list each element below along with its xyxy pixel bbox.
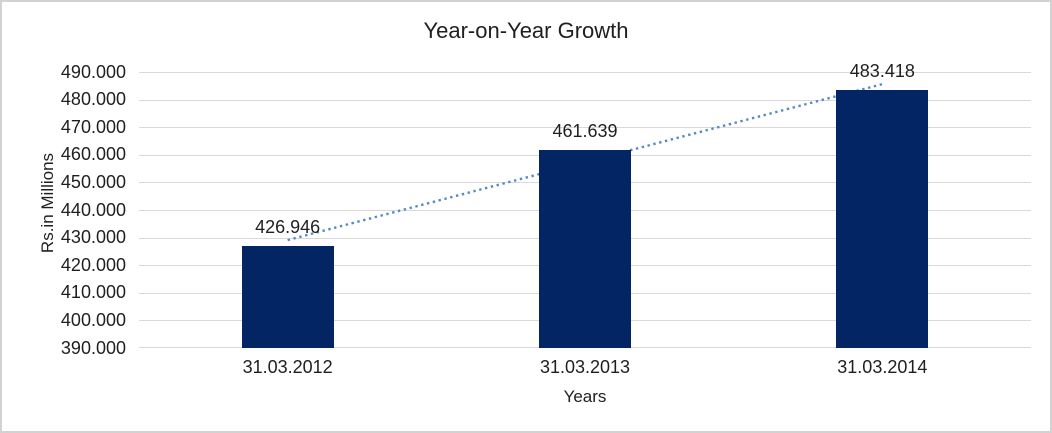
y-axis-tick-labels: 490.000 480.000 470.000 460.000 450.000 440.0… xyxy=(2,62,126,358)
x-axis-title: Years xyxy=(563,387,607,406)
bar-31.03.2014 xyxy=(836,90,929,348)
y-tick-label: 480.000 xyxy=(60,89,126,110)
chart-title: Year-on-Year Growth xyxy=(423,18,629,43)
x-tick-label: 31.03.2012 xyxy=(242,357,333,377)
y-tick-label: 400.000 xyxy=(60,309,126,330)
y-tick-label: 450.000 xyxy=(60,171,126,192)
bar-31.03.2013 xyxy=(539,150,631,348)
y-tick-label: 440.000 xyxy=(60,199,126,220)
gridline xyxy=(139,72,1031,73)
x-tick-label: 31.03.2013 xyxy=(539,357,631,377)
y-tick-label: 460.000 xyxy=(60,144,126,165)
y-tick-label: 490.000 xyxy=(60,61,126,82)
gridline xyxy=(139,99,1031,101)
x-tick-label: 31.03.2014 xyxy=(837,357,928,377)
y-tick-label: 410.000 xyxy=(60,282,126,303)
gridline xyxy=(139,127,1031,129)
y-tick-label: 390.000 xyxy=(60,337,126,358)
bar-31.03.2012 xyxy=(241,246,334,348)
bar-value-label: 426.946 xyxy=(255,217,321,238)
bar-value-label: 461.639 xyxy=(552,121,618,142)
y-tick-label: 470.000 xyxy=(60,116,126,137)
x-axis-tick-labels: 31.03.2012 31.03.2013 31.03.2014 xyxy=(139,357,1031,379)
y-tick-label: 430.000 xyxy=(60,227,126,248)
y-tick-label: 420.000 xyxy=(60,254,126,275)
plot-area: 426.946 461.639 483.418 xyxy=(139,61,1031,348)
bar-value-label: 483.418 xyxy=(849,61,915,82)
